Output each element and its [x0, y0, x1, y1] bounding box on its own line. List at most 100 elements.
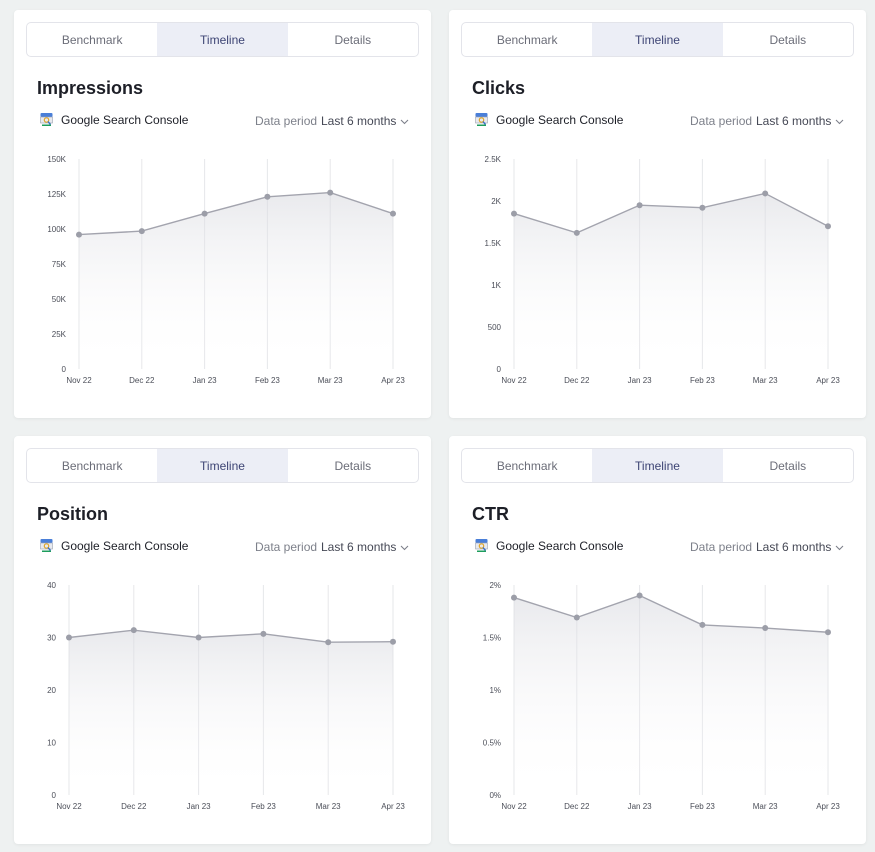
tab-details[interactable]: Details	[769, 32, 807, 47]
x-tick-label: Feb 23	[251, 802, 276, 811]
chevron-down-icon	[400, 114, 409, 128]
y-tick-label: 2.5K	[485, 155, 502, 164]
view-tabs: Benchmark Timeline Details	[26, 448, 419, 483]
data-source: Google Search Console	[474, 112, 623, 127]
data-point[interactable]	[636, 202, 643, 209]
y-tick-label: 125K	[47, 190, 66, 199]
data-point[interactable]	[699, 621, 706, 628]
data-point[interactable]	[264, 193, 271, 200]
view-tabs: Benchmark Timeline Details	[461, 448, 854, 483]
data-point[interactable]	[573, 229, 580, 236]
series-line	[513, 192, 829, 234]
x-tick-label: Dec 22	[564, 802, 590, 811]
tab-details[interactable]: Details	[334, 458, 372, 473]
data-point[interactable]	[390, 210, 396, 217]
source-label: Google Search Console	[496, 112, 624, 127]
metric-card-clicks: Benchmark Timeline Details Clicks Google…	[449, 10, 866, 418]
y-tick-label: 100K	[47, 225, 66, 234]
data-point[interactable]	[130, 627, 137, 634]
period-value: Last 6 months	[756, 114, 832, 128]
x-tick-label: Feb 23	[690, 376, 715, 385]
tab-timeline[interactable]: Timeline	[592, 23, 723, 56]
data-point[interactable]	[825, 629, 831, 636]
data-source: Google Search Console	[39, 112, 188, 127]
view-tabs: Benchmark Timeline Details	[26, 22, 419, 57]
y-tick-label: 10	[47, 739, 56, 748]
data-point[interactable]	[511, 594, 517, 601]
y-tick-label: 0	[497, 365, 502, 374]
chevron-down-icon	[400, 540, 409, 554]
data-point[interactable]	[138, 228, 145, 235]
data-period-dropdown[interactable]: Last 6 months	[321, 540, 409, 554]
tab-benchmark[interactable]: Benchmark	[61, 458, 123, 473]
data-point[interactable]	[762, 625, 769, 632]
tab-benchmark[interactable]: Benchmark	[496, 458, 558, 473]
tab-timeline[interactable]: Timeline	[592, 449, 723, 482]
y-tick-label: 30	[47, 634, 56, 643]
tab-benchmark[interactable]: Benchmark	[61, 32, 123, 47]
tab-benchmark[interactable]: Benchmark	[496, 32, 558, 47]
data-point[interactable]	[260, 630, 267, 637]
x-tick-label: Dec 22	[121, 802, 147, 811]
card-title: Impressions	[37, 78, 144, 98]
tab-details[interactable]: Details	[334, 32, 372, 47]
x-tick-label: Nov 22	[66, 376, 92, 385]
period-value: Last 6 months	[321, 540, 397, 554]
x-tick-label: Mar 23	[753, 802, 778, 811]
data-point[interactable]	[201, 210, 208, 217]
data-point[interactable]	[573, 614, 580, 621]
y-tick-label: 2K	[491, 197, 501, 206]
y-tick-label: 150K	[47, 155, 66, 164]
tab-details[interactable]: Details	[769, 458, 807, 473]
y-tick-label: 2%	[489, 581, 501, 590]
y-tick-label: 0%	[489, 791, 501, 800]
y-tick-label: 1.5K	[485, 239, 502, 248]
series-line	[78, 191, 394, 236]
y-tick-label: 25K	[52, 330, 67, 339]
data-source: Google Search Console	[39, 538, 188, 553]
x-tick-label: Jan 23	[193, 376, 218, 385]
x-tick-label: Dec 22	[564, 376, 590, 385]
area-fill	[514, 193, 828, 369]
y-tick-label: 75K	[52, 260, 67, 269]
data-point[interactable]	[699, 204, 706, 211]
data-point[interactable]	[825, 223, 831, 230]
data-point[interactable]	[66, 634, 72, 641]
y-tick-label: 20	[47, 686, 56, 695]
data-period-dropdown[interactable]: Last 6 months	[756, 114, 844, 128]
series-line	[513, 594, 829, 633]
x-tick-label: Nov 22	[501, 802, 527, 811]
data-point[interactable]	[325, 639, 332, 646]
x-tick-label: Mar 23	[753, 376, 778, 385]
x-tick-label: Mar 23	[316, 802, 341, 811]
tab-timeline[interactable]: Timeline	[157, 449, 288, 482]
source-label: Google Search Console	[61, 538, 189, 553]
data-point[interactable]	[390, 638, 396, 645]
area-fill	[514, 595, 828, 795]
y-tick-label: 0	[52, 791, 57, 800]
y-tick-label: 1K	[491, 281, 501, 290]
x-tick-label: Mar 23	[318, 376, 343, 385]
x-tick-label: Nov 22	[501, 376, 527, 385]
source-label: Google Search Console	[496, 538, 624, 553]
data-point[interactable]	[762, 190, 769, 197]
data-period-label: Data period	[690, 114, 753, 128]
data-period-dropdown[interactable]: Last 6 months	[321, 114, 409, 128]
data-point[interactable]	[327, 189, 334, 196]
line-chart: 0% 0.5% 1% 1.5% 2% Nov 22 Dec 22 Jan 23 Feb 23 Ma…	[483, 581, 841, 811]
data-point[interactable]	[76, 231, 82, 238]
data-period-dropdown[interactable]: Last 6 months	[756, 540, 844, 554]
google-search-console-icon	[474, 112, 489, 127]
y-tick-label: 1%	[489, 686, 501, 695]
data-point[interactable]	[195, 634, 202, 641]
data-point[interactable]	[636, 592, 643, 599]
line-chart: 0 10 20 30 40 Nov 22 Dec 22 Jan 23 Feb 23 Mar 23 A…	[47, 581, 405, 811]
data-point[interactable]	[511, 210, 517, 217]
metric-card-impressions: Benchmark Timeline Details Impressions G…	[14, 10, 431, 418]
area-fill	[69, 630, 393, 795]
x-tick-label: Apr 23	[381, 376, 405, 385]
x-tick-label: Dec 22	[129, 376, 155, 385]
y-tick-label: 500	[488, 323, 502, 332]
tab-timeline[interactable]: Timeline	[157, 23, 288, 56]
metric-card-position: Benchmark Timeline Details Position Goog…	[14, 436, 431, 844]
